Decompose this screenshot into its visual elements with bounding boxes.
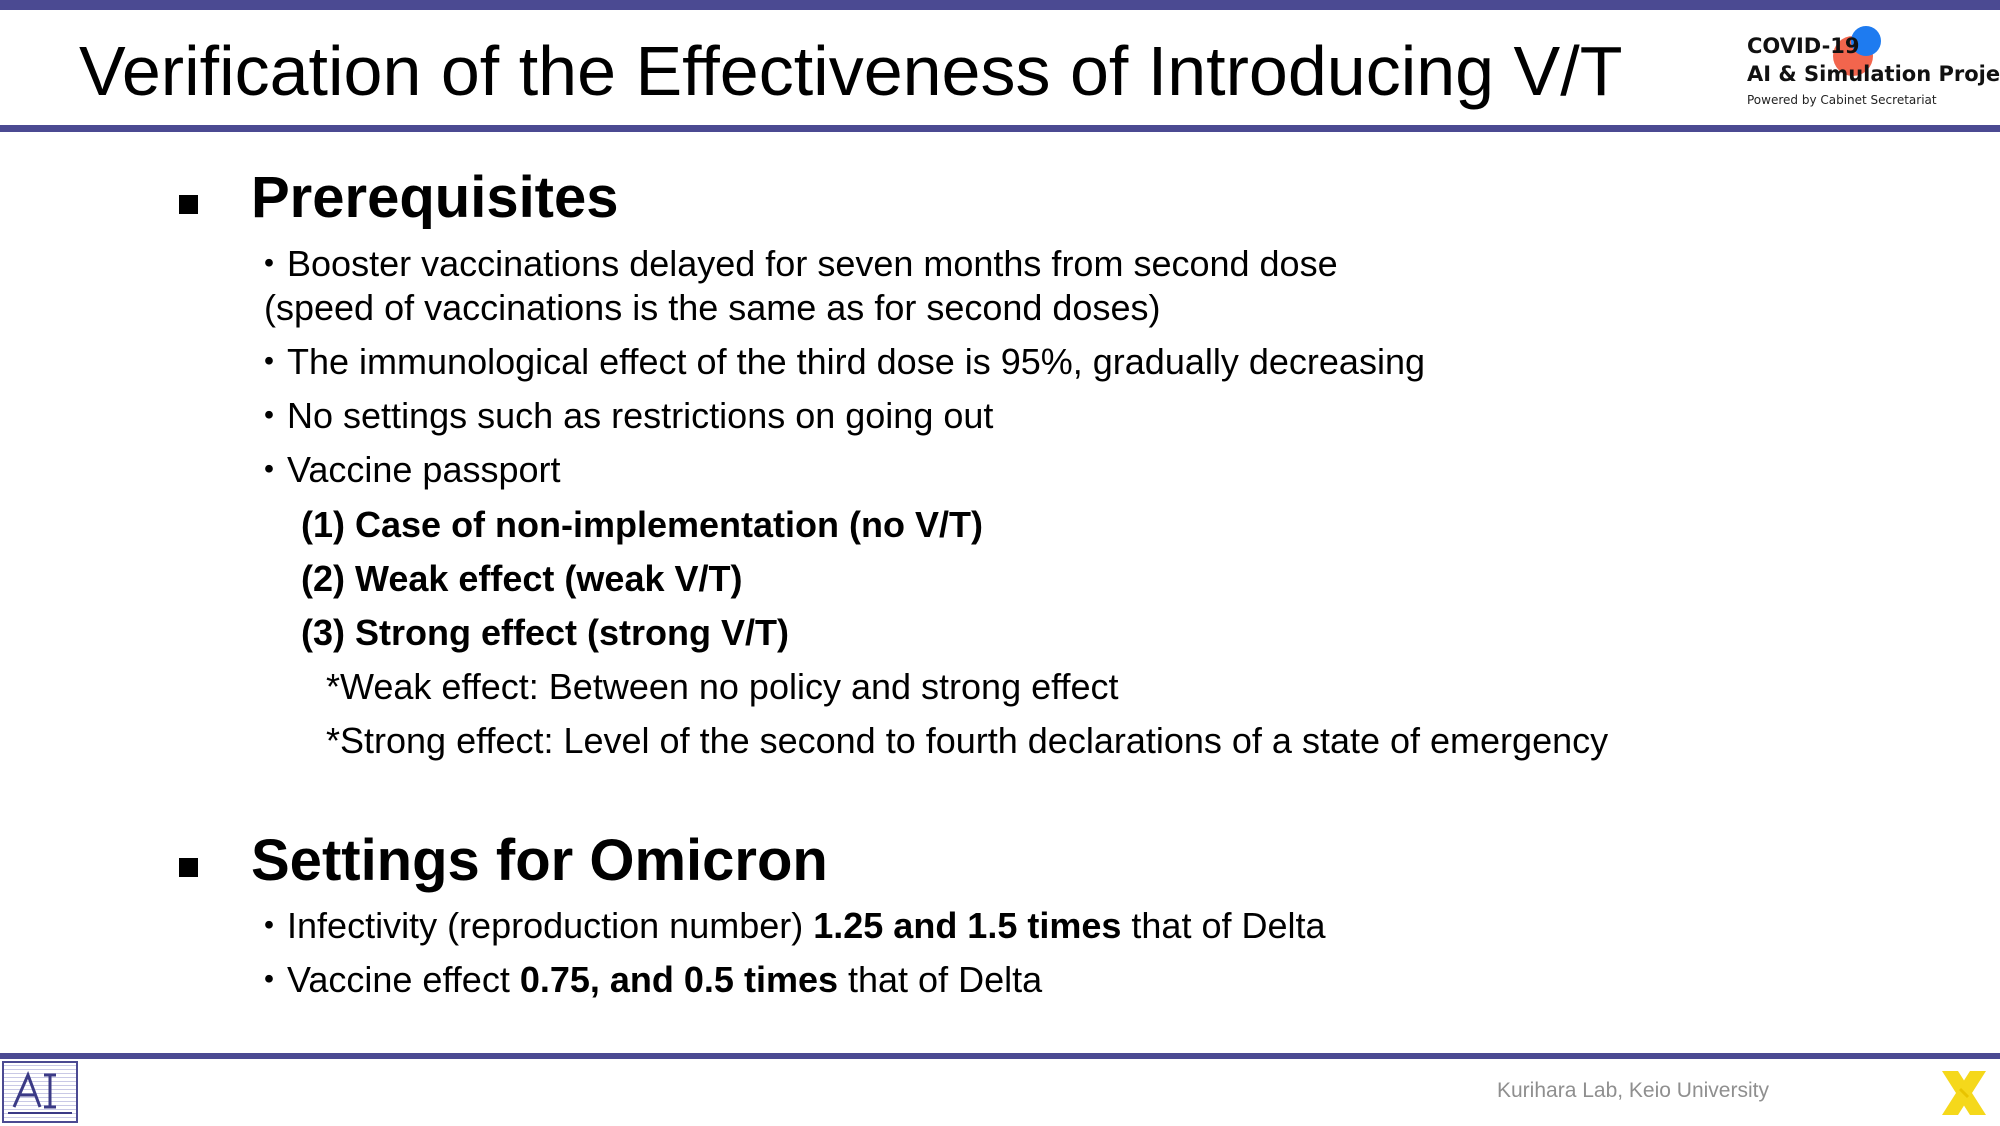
case-1-no-vt: (1) Case of non-implementation (no V/T) bbox=[301, 504, 983, 545]
logo-blue-dot-icon bbox=[1851, 26, 1881, 56]
prereq-item-2: ・The immunological effect of the third d… bbox=[251, 340, 1425, 385]
case-3-strong-vt: (3) Strong effect (strong V/T) bbox=[301, 612, 789, 653]
footer-lab-credit: Kurihara Lab, Keio University bbox=[1497, 1079, 1769, 1102]
prereq-item-2-text: The immunological effect of the third do… bbox=[287, 341, 1425, 382]
x-logo-icon bbox=[1942, 1071, 1986, 1115]
covid-ai-project-logo: COVID-19 AI & Simulation Project Powered… bbox=[1745, 22, 2000, 114]
omicron-vaccine-effect: ・Vaccine effect 0.75, and 0.5 times that… bbox=[251, 958, 1042, 1003]
slide-title: Verification of the Effectiveness of Int… bbox=[79, 32, 1623, 110]
prereq-item-3: ・No settings such as restrictions on goi… bbox=[251, 394, 993, 439]
ai-lab-logo-glyph bbox=[8, 1071, 72, 1114]
header-divider bbox=[0, 125, 2000, 132]
note-strong-effect: *Strong effect: Level of the second to f… bbox=[326, 720, 1609, 761]
ai-lab-logo-icon bbox=[2, 1061, 78, 1123]
vaccine-suffix: that of Delta bbox=[838, 959, 1043, 1000]
prereq-item-1-text: Booster vaccinations delayed for seven m… bbox=[287, 243, 1338, 284]
vaccine-prefix: Vaccine effect bbox=[287, 959, 520, 1000]
vaccine-emphasis: 0.75, and 0.5 times bbox=[519, 959, 838, 1000]
logo-line-2: AI & Simulation Project bbox=[1747, 62, 2000, 86]
bullet-dot: ・ bbox=[251, 396, 288, 437]
footer-divider bbox=[0, 1053, 2000, 1059]
bullet-dot: ・ bbox=[251, 960, 288, 1001]
bullet-dot: ・ bbox=[251, 342, 288, 383]
bullet-dot: ・ bbox=[251, 450, 288, 491]
section-heading-omicron: Settings for Omicron bbox=[251, 828, 828, 893]
bullet-dot: ・ bbox=[251, 244, 288, 285]
section-bullet-prerequisites bbox=[179, 195, 198, 214]
top-accent-bar bbox=[0, 0, 2000, 10]
logo-line-3: Powered by Cabinet Secretariat bbox=[1747, 93, 1937, 107]
infectivity-suffix: that of Delta bbox=[1121, 905, 1326, 946]
note-weak-effect: *Weak effect: Between no policy and stro… bbox=[326, 666, 1119, 707]
prereq-item-4-text: Vaccine passport bbox=[287, 449, 561, 490]
prereq-item-3-text: No settings such as restrictions on goin… bbox=[287, 395, 994, 436]
section-heading-prerequisites: Prerequisites bbox=[251, 165, 619, 230]
case-2-weak-vt: (2) Weak effect (weak V/T) bbox=[301, 558, 743, 599]
section-bullet-omicron bbox=[179, 858, 198, 877]
omicron-infectivity: ・Infectivity (reproduction number) 1.25 … bbox=[251, 904, 1326, 949]
prereq-item-1: ・Booster vaccinations delayed for seven … bbox=[251, 242, 1338, 287]
infectivity-emphasis: 1.25 and 1.5 times bbox=[813, 905, 1122, 946]
prereq-item-4: ・Vaccine passport bbox=[251, 448, 561, 493]
logo-line-1: COVID-19 bbox=[1747, 34, 1860, 58]
infectivity-prefix: Infectivity (reproduction number) bbox=[287, 905, 814, 946]
bullet-dot: ・ bbox=[251, 906, 288, 947]
prereq-item-1-continuation: (speed of vaccinations is the same as fo… bbox=[264, 287, 1161, 328]
